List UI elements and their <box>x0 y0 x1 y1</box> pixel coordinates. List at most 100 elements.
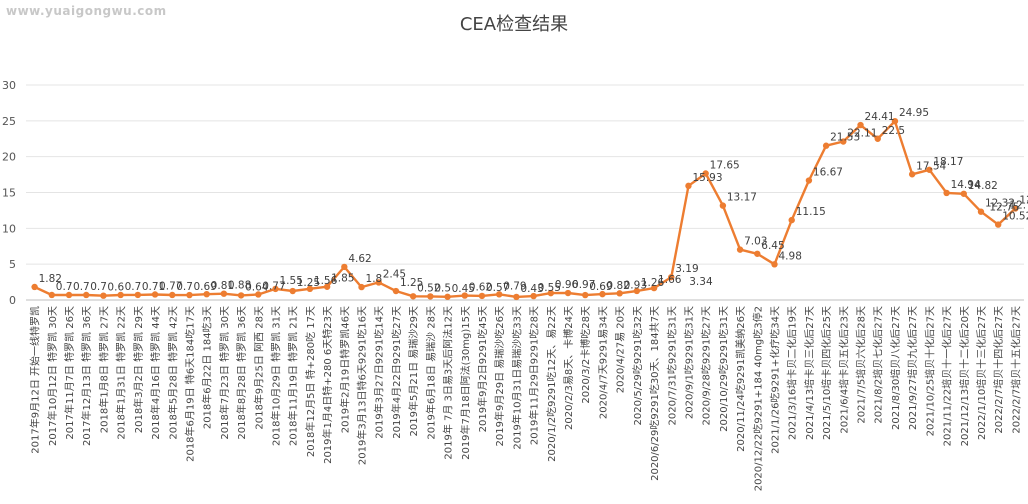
data-point <box>237 292 245 299</box>
data-point <box>31 283 38 291</box>
x-tick-label: 2021/8/2培贝七化后27天 <box>872 306 885 424</box>
data-point <box>341 263 348 271</box>
x-tick-label: 2018年11月19日 特罗凯 21天 <box>287 306 300 446</box>
data-label: 15.93 <box>692 172 722 184</box>
data-label: 0.79 <box>503 280 526 292</box>
data-label: 0.55 <box>538 282 561 294</box>
data-label: 0.45 <box>452 283 475 295</box>
data-label: 13.17 <box>727 192 757 204</box>
data-label: 6.45 <box>761 240 784 252</box>
x-tick-label: 2018年1月8日 特罗凯 27天 <box>97 306 110 433</box>
data-label: 24.41 <box>865 111 895 123</box>
x-tick-label: 2018年12月5日 特+280吃 17天 <box>304 306 317 457</box>
data-label: 0.7 <box>176 281 193 293</box>
data-label: 11.15 <box>796 206 826 218</box>
data-point <box>427 293 434 300</box>
y-axis-ticks: 0 5 10 15 20 25 30 <box>2 79 16 307</box>
x-tick-label: 2020/5/29吃9291吃32天 <box>631 306 644 425</box>
x-tick-label: 2022/2/7培贝十五化后27天 <box>1009 306 1022 434</box>
x-tick-label: 2018年3月2日 特罗凯 29天 <box>132 306 145 433</box>
data-point <box>289 287 296 295</box>
data-label: 22.11 <box>847 128 877 140</box>
data-points <box>31 117 1019 301</box>
x-tick-label: 2021/12/13培贝十二化后20天 <box>958 306 971 446</box>
data-point <box>788 216 795 224</box>
data-label: 7.03 <box>744 236 767 248</box>
data-point <box>650 284 658 292</box>
data-label-extra: 3.34 <box>689 276 713 288</box>
x-axis-labels: 2017年9月12日 开始一线特罗凯 2017年10月12日 特罗凯 30天 201… <box>29 306 1023 491</box>
x-tick-label: 2022/1/10培贝十三化后27天 <box>975 306 988 440</box>
data-label: 1.8 <box>366 273 383 285</box>
gridlines <box>26 84 1024 301</box>
x-tick-label: 2018年10月29日 特罗凯 31天 <box>270 306 283 446</box>
x-tick-label: 2019年3月13日特6天9291吃16天 <box>356 306 369 465</box>
x-tick-label: 2018年6月19日 特6天184吃17天 <box>183 306 196 462</box>
data-point <box>478 292 486 300</box>
x-tick-label: 2020/4/27易 20天 <box>615 306 627 393</box>
data-label: 1.26 <box>641 277 665 289</box>
data-point <box>323 283 331 290</box>
chart-title: CEA检查结果 <box>459 14 569 35</box>
data-label: 1.55 <box>280 275 303 287</box>
data-point <box>306 285 314 293</box>
x-tick-label: 2021/7/5培贝六化后28天 <box>855 306 868 424</box>
data-label: 0.7 <box>73 281 90 293</box>
x-tick-label: 2021/4/13培卡贝三化后27天 <box>803 306 816 440</box>
data-point <box>582 291 589 299</box>
data-point <box>977 208 985 215</box>
data-point <box>874 135 881 142</box>
x-tick-label: 2018年8月28日 特罗凯 36天 <box>235 306 248 440</box>
x-tick-label: 2019年9月29日 易瑞沙吃26天 <box>493 306 506 446</box>
data-label: 0.97 <box>572 279 595 291</box>
cea-series-line <box>34 120 1017 299</box>
data-point <box>495 291 503 298</box>
data-point <box>805 177 813 184</box>
x-tick-label: 2019年4月22日9291吃27天 <box>390 306 403 439</box>
data-point <box>169 291 176 299</box>
data-label: 10.52 <box>1002 211 1028 223</box>
data-label: 0.81 <box>211 280 234 292</box>
data-label: 18.17 <box>933 156 963 168</box>
x-tick-label: 2019年 7月 3日易3天后阿法12天 <box>442 306 455 460</box>
x-tick-label: 2018年1月31日 特罗凯 22天 <box>115 306 128 440</box>
x-tick-label: 2019年1月4日特+280 6天特23天 <box>321 306 334 464</box>
x-tick-label: 2018年4月16日 特罗凯 44天 <box>149 306 162 440</box>
data-point <box>908 171 916 178</box>
data-label: 22.5 <box>882 125 905 137</box>
y-tick-label: 25 <box>2 115 16 128</box>
x-tick-label: 2021/1/26吃9291+化疗吃34天 <box>769 306 782 454</box>
data-point <box>100 292 107 299</box>
data-point <box>444 293 451 300</box>
data-point <box>255 291 262 298</box>
data-label: 2.45 <box>383 268 406 280</box>
x-tick-label: 2018年7月23日 特罗凯 30天 <box>218 306 231 440</box>
y-tick-label: 5 <box>9 258 16 271</box>
data-point <box>1012 205 1019 212</box>
x-tick-label: 2019年2月19日特罗凯46天 <box>338 306 351 433</box>
x-tick-label: 2020/11/24吃9291凯美纳26天 <box>734 306 747 452</box>
data-label: 0.43 <box>520 283 543 295</box>
x-tick-label: 2020/9/1吃9291吃31天 <box>682 306 695 419</box>
data-point <box>754 250 761 257</box>
data-label: 0.77 <box>159 280 182 292</box>
data-point <box>994 221 1002 228</box>
data-point <box>392 287 400 295</box>
data-label: 1.66 <box>658 274 682 286</box>
data-label: 0.7 <box>125 281 142 293</box>
data-point <box>616 290 623 297</box>
x-tick-label: 2019年6月18日 易瑞沙 28天 <box>424 306 437 440</box>
x-tick-label: 2020/10/29吃9291吃31天 <box>717 306 730 432</box>
data-point <box>926 166 933 173</box>
data-label: 0.52 <box>417 282 440 294</box>
x-tick-label: 2017年10月12日 特罗凯 30天 <box>46 306 59 446</box>
data-label: 1.82 <box>39 273 62 285</box>
data-point <box>83 291 90 299</box>
data-point <box>702 170 709 177</box>
watermark: www.yuaigongwu.com <box>6 4 167 18</box>
data-point <box>48 291 56 299</box>
data-label: 0.71 <box>142 281 165 293</box>
data-label: 0.6 <box>107 282 124 294</box>
data-point <box>857 121 864 129</box>
